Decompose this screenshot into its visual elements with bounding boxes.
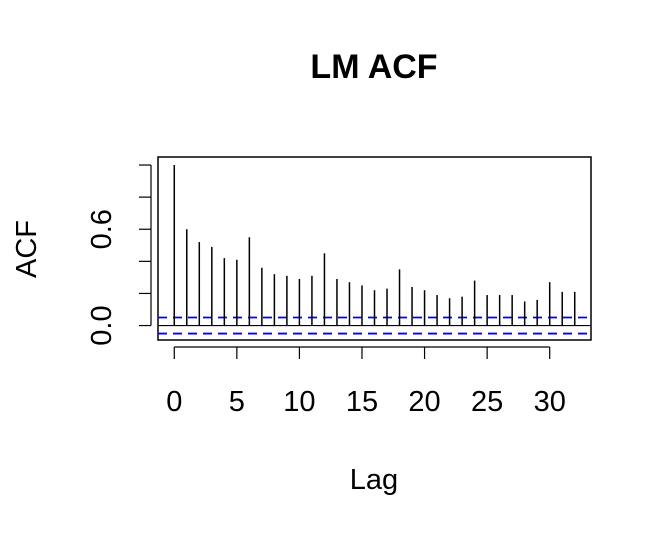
x-tick-label: 30: [534, 386, 566, 418]
x-tick-label: 15: [346, 386, 378, 418]
chart-title: LM ACF: [310, 48, 437, 86]
plot-frame: [157, 156, 592, 341]
x-tick-label: 5: [229, 386, 245, 418]
x-tick-label: 0: [166, 386, 182, 418]
x-tick-label: 25: [471, 386, 503, 418]
x-tick-label: 20: [408, 386, 440, 418]
y-axis-label: ACF: [11, 220, 43, 278]
x-tick-label: 10: [283, 386, 315, 418]
y-tick-label: 0.0: [86, 305, 118, 345]
y-tick-label: 0.6: [86, 209, 118, 249]
x-axis-label: Lag: [350, 464, 398, 496]
